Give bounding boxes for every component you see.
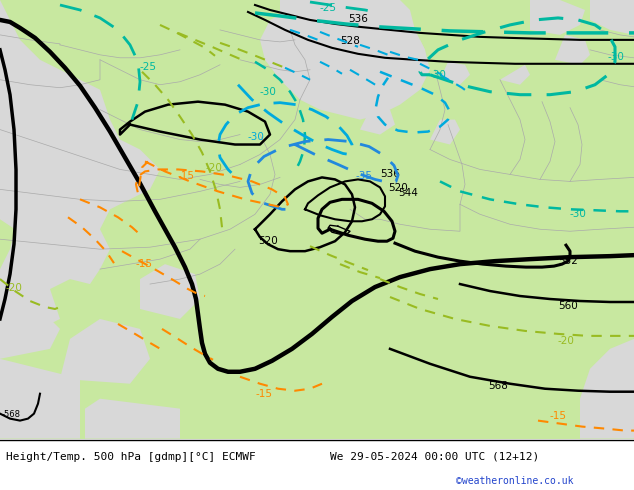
- Text: -15: -15: [178, 172, 195, 181]
- Text: -568: -568: [2, 410, 21, 418]
- Text: -25: -25: [320, 3, 337, 13]
- Text: 536: 536: [380, 170, 400, 179]
- Text: -20: -20: [558, 336, 575, 346]
- Polygon shape: [0, 359, 80, 439]
- Polygon shape: [0, 0, 634, 439]
- Text: Height/Temp. 500 hPa [gdmp][°C] ECMWF: Height/Temp. 500 hPa [gdmp][°C] ECMWF: [6, 452, 256, 462]
- Text: 536: 536: [348, 14, 368, 24]
- Polygon shape: [440, 62, 470, 85]
- Text: We 29-05-2024 00:00 UTC (12+12): We 29-05-2024 00:00 UTC (12+12): [330, 452, 539, 462]
- Polygon shape: [430, 120, 460, 145]
- Polygon shape: [280, 0, 410, 55]
- Text: -20: -20: [205, 164, 222, 173]
- Polygon shape: [500, 65, 530, 85]
- Text: 568: 568: [488, 381, 508, 391]
- Text: -30: -30: [430, 70, 447, 80]
- Polygon shape: [580, 339, 634, 439]
- Text: 520: 520: [258, 236, 278, 246]
- Polygon shape: [590, 0, 634, 35]
- Text: 552: 552: [558, 256, 578, 266]
- Polygon shape: [0, 309, 60, 359]
- Polygon shape: [555, 35, 590, 65]
- Polygon shape: [260, 0, 430, 120]
- Text: -15: -15: [135, 259, 152, 269]
- Text: 544: 544: [398, 188, 418, 198]
- Polygon shape: [0, 0, 160, 349]
- Polygon shape: [85, 399, 180, 439]
- Polygon shape: [530, 0, 585, 35]
- Text: -25: -25: [140, 62, 157, 72]
- Polygon shape: [140, 264, 200, 319]
- Text: -30: -30: [248, 131, 265, 142]
- Text: -20: -20: [5, 283, 22, 293]
- Polygon shape: [360, 110, 395, 135]
- Text: 528: 528: [340, 36, 360, 46]
- Polygon shape: [390, 40, 425, 60]
- Text: -15: -15: [550, 411, 567, 420]
- Text: -15: -15: [256, 389, 273, 399]
- Text: ©weatheronline.co.uk: ©weatheronline.co.uk: [456, 476, 574, 486]
- Text: 520: 520: [388, 183, 408, 194]
- Text: -30: -30: [570, 209, 587, 220]
- Polygon shape: [310, 55, 350, 80]
- Text: 560: 560: [558, 301, 578, 311]
- Text: -35: -35: [355, 172, 372, 181]
- Polygon shape: [60, 319, 150, 384]
- Text: -30: -30: [608, 52, 625, 62]
- Text: -30: -30: [260, 87, 277, 97]
